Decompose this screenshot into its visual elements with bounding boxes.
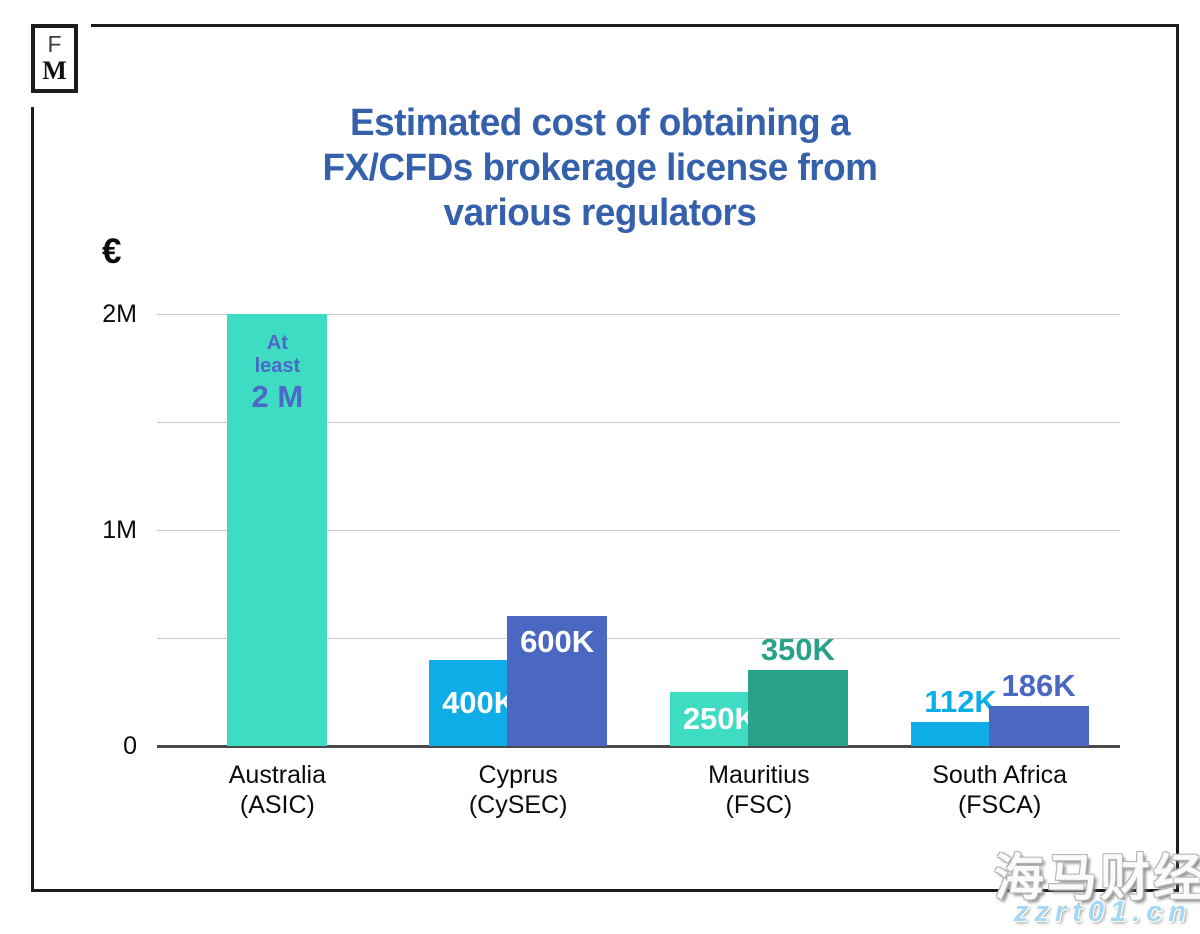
category-label-mauritius: Mauritius (FSC)	[629, 760, 889, 820]
bar-cyprus-600K: 600K	[507, 616, 608, 746]
chart-title-line-1: Estimated cost of obtaining a	[349, 102, 850, 144]
watermark-url-text: zzrt01.cn	[1013, 896, 1192, 928]
category-label-south-africa: South Africa (FSCA)	[870, 760, 1130, 820]
currency-symbol-label: €	[102, 232, 122, 271]
bar-value-label: 600K	[520, 624, 595, 659]
bar-south-africa-186K: 186K	[988, 669, 1089, 746]
fm-logo-letter-m: M	[42, 56, 67, 85]
category-country: South Africa	[932, 761, 1068, 789]
bar-note-line: least	[254, 355, 301, 377]
fm-logo: F M	[31, 24, 78, 93]
bar-value-label: 250K	[682, 701, 757, 736]
gridline-2000000	[157, 314, 1120, 315]
bar-value-text: 2 M	[251, 379, 304, 414]
bar-note-line: At	[266, 332, 288, 354]
watermark-chinese-text: 海马财经	[994, 850, 1200, 906]
chart-border-frame	[31, 24, 1179, 892]
bar-mauritius-350K: 350K	[747, 633, 848, 746]
bar-value-label: 350K	[760, 632, 835, 667]
category-country: Cyprus	[478, 761, 558, 789]
gridline-500000	[157, 638, 1120, 639]
category-regulator: (FSCA)	[957, 791, 1042, 819]
category-regulator: (CySEC)	[468, 791, 568, 819]
chart-title-line-2: FX/CFDs brokerage license from	[322, 147, 878, 189]
bar-value-label: 400K	[442, 685, 517, 720]
y-tick-label-0: 0	[123, 732, 137, 760]
bar-value-label: At least 2 M	[182, 332, 372, 414]
category-country: Australia	[228, 761, 326, 789]
bar-value-label: 186K	[1001, 668, 1076, 703]
bar-note-text: At least	[182, 332, 372, 378]
category-label-cyprus: Cyprus (CySEC)	[388, 760, 648, 820]
x-axis-line	[157, 745, 1120, 748]
category-country: Mauritius	[708, 761, 810, 789]
gridline-1000000	[157, 530, 1120, 531]
y-tick-label-1M: 1M	[102, 516, 137, 544]
chart-title: Estimated cost of obtaining a FX/CFDs br…	[18, 101, 1182, 236]
fm-logo-letter-f: F	[47, 31, 62, 57]
category-label-australia: Australia (ASIC)	[147, 760, 407, 820]
bar-value-label: 112K	[924, 684, 997, 719]
chart-title-line-3: various regulators	[443, 192, 757, 234]
gridline-1500000	[157, 422, 1120, 423]
y-tick-label-2M: 2M	[102, 300, 137, 328]
category-regulator: (FSC)	[725, 791, 793, 819]
bar-australia-2M: At least 2 M	[227, 314, 328, 746]
category-regulator: (ASIC)	[239, 791, 315, 819]
